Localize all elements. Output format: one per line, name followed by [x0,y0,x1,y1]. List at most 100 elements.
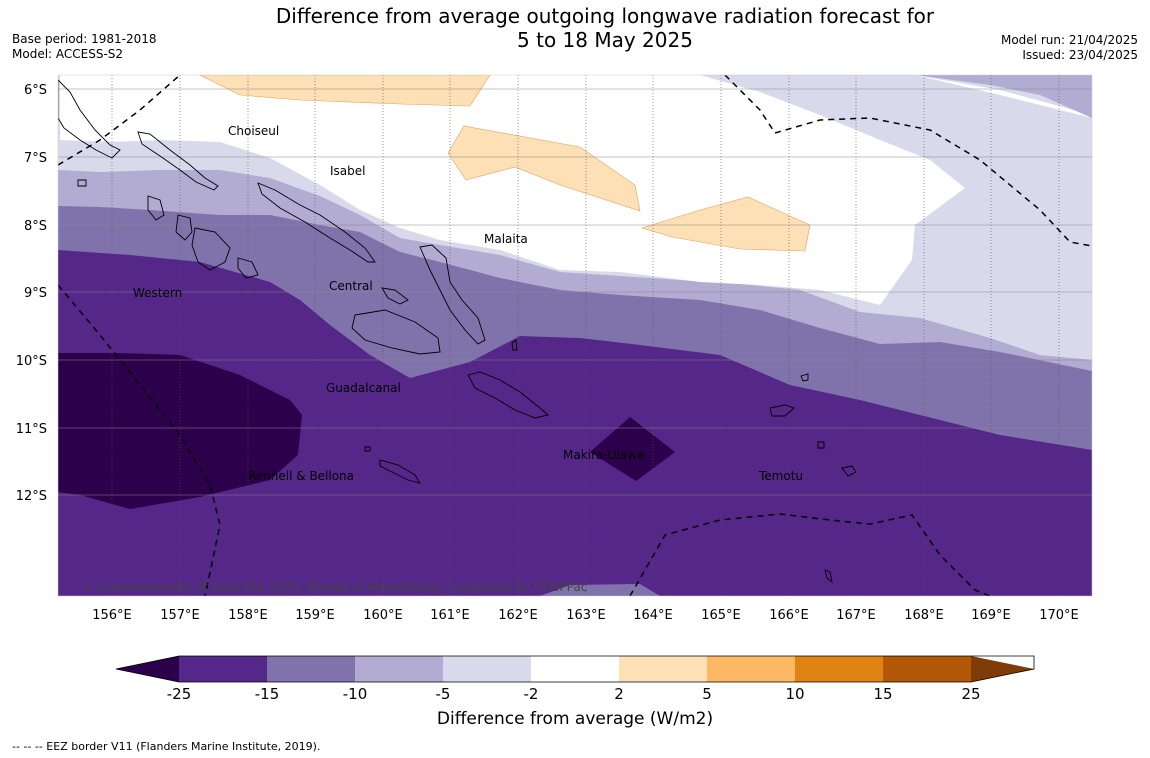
island-western-1 [175,214,193,241]
region-label-choiseul: Choiseul [228,124,279,138]
island-nggela [381,287,409,305]
colorbar-segment [707,656,795,682]
colorbar-segment [619,656,707,682]
lon-tick-label: 167°E [836,608,876,623]
lat-tick-label: 7°S [24,151,47,166]
olr-positive-blob-east [640,196,811,252]
olr-positive-blob-central [447,125,641,212]
lat-tick-label: 12°S [16,489,47,504]
colorbar-extend-min [116,656,179,682]
lat-tick-label: 6°S [24,83,47,98]
map-frame [57,74,1093,597]
region-label-central: Central [329,279,373,293]
region-label-guadalcanal: Guadalcanal [326,381,401,395]
region-label-temotu: Temotu [758,469,803,483]
model-name: Model: ACCESS-S2 [12,47,124,61]
island-rennell [379,459,421,484]
region-label-makira-ulawa: Makira-Ulawa [563,448,644,462]
colorbar-extend-max [971,656,1034,682]
page-title: Difference from average outgoing longwav… [0,4,1150,52]
colorbar-tick-label: 2 [614,685,624,703]
lon-tick-label: 164°E [633,608,673,623]
island-temotu-2 [841,465,857,477]
lon-tick-label: 160°E [363,608,403,623]
island-misc-3 [77,179,87,187]
meta-right: Model run: 21/04/2025 Issued: 23/04/2025 [1001,33,1138,63]
lon-tick-label: 156°E [92,608,132,623]
lat-labels: 6°S 7°S 8°S 9°S 10°S 11°S 12°S [16,83,47,504]
colorbar-tick-label: -25 [167,685,192,703]
lon-tick-label: 159°E [295,608,335,623]
eez-border [58,75,1092,596]
issued-date: Issued: 23/04/2025 [1022,48,1138,62]
island-isabel [257,182,376,263]
region-label-malaita: Malaita [484,232,528,246]
base-period: Base period: 1981-2018 [12,32,157,46]
eez-footnote: -- -- -- EEZ border V11 (Flanders Marine… [12,740,321,753]
colorbar-title: Difference from average (W/m2) [436,709,714,729]
island-misc-4 [364,446,371,452]
colorbar-segment [443,656,531,682]
island-western-4 [237,257,259,279]
olr-band-25-east [590,417,675,481]
graticule-lat [58,88,1092,496]
lat-tick-label: 10°S [16,354,47,369]
meta-left: Base period: 1981-2018 Model: ACCESS-S2 [12,32,157,62]
olr-band-25-west [58,353,302,509]
colorbar-labels: -25 -15 -10 -5 -2 2 5 10 15 25 [167,685,981,703]
island-western-2 [191,227,231,271]
island-malaita [419,244,486,345]
region-label-rennell-bellona: Rennell & Bellona [248,469,354,483]
colorbar-tick-label: -5 [436,685,451,703]
lon-tick-label: 165°E [701,608,741,623]
colorbar-tick-label: 25 [961,685,980,703]
region-labels: Choiseul Isabel Malaita Western Central … [133,124,803,483]
colorbar-segment [267,656,355,682]
colorbar-tick-label: 15 [873,685,892,703]
colorbar-segment [355,656,443,682]
model-run: Model run: 21/04/2025 [1000,33,1138,47]
island-guadalcanal [351,309,441,355]
island-misc-2 [511,339,518,351]
island-temotu-4 [824,569,833,584]
colorbar-outline [115,655,1035,683]
title-line-1: Difference from average outgoing longwav… [275,4,935,28]
colorbar-tick-label: 5 [702,685,712,703]
island-western-3 [147,195,165,221]
island-temotu-3 [817,441,825,449]
region-label-isabel: Isabel [330,164,365,178]
lon-tick-label: 170°E [1039,608,1079,623]
lon-labels: 156°E 157°E 158°E 159°E 160°E 161°E 162°… [92,608,1079,623]
lon-tick-label: 157°E [160,608,200,623]
colorbar-tick-label: -15 [255,685,280,703]
lon-tick-label: 161°E [430,608,470,623]
colorbar-segment [179,656,267,682]
lon-tick-label: 158°E [228,608,268,623]
colorbar-segment [883,656,971,682]
olr-band-10-south [540,584,660,596]
lon-tick-label: 169°E [971,608,1011,623]
lat-tick-label: 11°S [16,422,47,437]
lon-tick-label: 163°E [566,608,606,623]
colorbar [115,655,1035,683]
olr-band-5-ne [915,75,1092,118]
island-bougainville [58,79,121,159]
lon-tick-label: 166°E [769,608,809,623]
copyright-text: © Commonwealth of Australia 2025, Bureau… [82,580,587,594]
lon-tick-label: 162°E [498,608,538,623]
lon-tick-label: 168°E [904,608,944,623]
colorbar-segment [795,656,883,682]
island-misc-1 [800,373,809,382]
lat-tick-label: 8°S [24,219,47,234]
colorbar-tick-label: 10 [785,685,804,703]
colorbar-segment [531,656,619,682]
region-label-western: Western [133,286,182,300]
colorbar-tick-label: -10 [343,685,368,703]
coastlines [58,79,857,584]
island-choiseul [137,131,219,191]
olr-positive-blob-north [199,75,491,107]
colorbar-tick-label: -2 [524,685,539,703]
island-makira [467,371,549,419]
island-temotu-1 [769,404,795,417]
